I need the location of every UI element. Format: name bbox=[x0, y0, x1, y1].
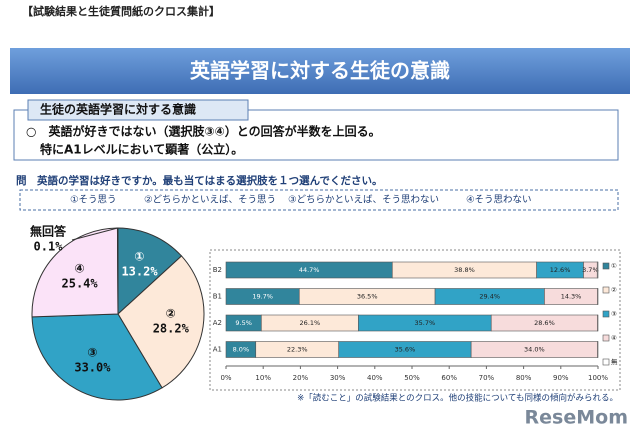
bar-segment bbox=[597, 262, 598, 278]
bar-value-label: 44.7% bbox=[299, 266, 320, 274]
section-label: 【試験結果と生徒質問紙のクロス集計】 bbox=[22, 4, 220, 18]
bar-value-label: 9.5% bbox=[235, 319, 252, 327]
legend-swatch bbox=[603, 335, 609, 341]
x-tick-label: 90% bbox=[553, 374, 569, 382]
summary-line: 特にA1レベルにおいて顕著（公立）。 bbox=[40, 142, 243, 157]
legend-label: 無 bbox=[611, 357, 618, 366]
pie-slice bbox=[117, 228, 118, 314]
pie-value-label: 0.1% bbox=[34, 240, 64, 254]
y-tick-label: A1 bbox=[213, 346, 222, 354]
legend-label: ④ bbox=[611, 334, 617, 342]
legend-label: ③ bbox=[611, 310, 617, 318]
title: 英語学習に対する生徒の意識 bbox=[190, 59, 450, 83]
bar-value-label: 8.0% bbox=[233, 346, 250, 354]
x-tick-label: 100% bbox=[588, 374, 608, 382]
pie-value-label: 28.2% bbox=[153, 321, 190, 335]
footnote: ※「読むこと」の試験結果とのクロス。他の技能についても同様の傾向がみられる。 bbox=[297, 393, 618, 404]
legend-swatch bbox=[603, 311, 609, 317]
y-tick-label: A2 bbox=[213, 319, 222, 327]
bar-value-label: 12.6% bbox=[550, 266, 571, 274]
pie-label: 無回答 bbox=[30, 224, 67, 239]
bar-value-label: 14.3% bbox=[561, 293, 582, 301]
pie-value-label: 33.0% bbox=[74, 360, 111, 374]
y-tick-label: B1 bbox=[213, 293, 222, 301]
bar-value-label: 22.3% bbox=[287, 346, 308, 354]
summary-heading: 生徒の英語学習に対する意識 bbox=[40, 102, 196, 117]
x-tick-label: 50% bbox=[404, 374, 420, 382]
bar-value-label: 36.5% bbox=[357, 293, 378, 301]
x-tick-label: 0% bbox=[220, 374, 231, 382]
pie-label: ② bbox=[166, 306, 176, 320]
pie-label: ① bbox=[134, 250, 144, 264]
pie-label: ③ bbox=[87, 345, 97, 359]
x-tick-label: 70% bbox=[479, 374, 495, 382]
y-tick-label: B2 bbox=[213, 266, 222, 274]
bar-value-label: 35.6% bbox=[395, 346, 416, 354]
bar-value-label: 35.7% bbox=[415, 319, 436, 327]
bar-value-label: 28.6% bbox=[534, 319, 555, 327]
watermark: ReseMom bbox=[525, 407, 628, 429]
legend-swatch bbox=[603, 263, 609, 269]
x-tick-label: 10% bbox=[255, 374, 271, 382]
bar-value-label: 26.1% bbox=[300, 319, 321, 327]
summary-line: ○ 英語が好きではない（選択肢③④）との回答が半数を上回る。 bbox=[26, 124, 381, 139]
bar-value-label: 38.8% bbox=[454, 266, 475, 274]
x-tick-label: 40% bbox=[367, 374, 383, 382]
bar-value-label: 3.7% bbox=[582, 266, 599, 274]
legend-label: ② bbox=[611, 286, 617, 294]
option: ②どちらかといえば、そう思う bbox=[144, 195, 276, 206]
bar-value-label: 29.4% bbox=[479, 293, 500, 301]
x-tick-label: 30% bbox=[330, 374, 346, 382]
pie-label: ④ bbox=[74, 262, 84, 276]
option: ④そう思わない bbox=[466, 195, 532, 206]
option: ①そう思う bbox=[70, 195, 117, 206]
question: 問 英語の学習は好きですか。最も当てはまる選択肢を１つ選んでください。 bbox=[16, 174, 383, 187]
legend-swatch bbox=[603, 359, 609, 365]
x-tick-label: 60% bbox=[441, 374, 457, 382]
legend-label: ① bbox=[611, 262, 617, 270]
x-tick-label: 80% bbox=[516, 374, 532, 382]
option: ③どちらかといえば、そう思わない bbox=[288, 195, 439, 206]
bar-value-label: 19.7% bbox=[252, 293, 273, 301]
bar-value-label: 34.0% bbox=[524, 346, 545, 354]
legend-swatch bbox=[603, 287, 609, 293]
x-tick-label: 20% bbox=[293, 374, 309, 382]
pie-value-label: 25.4% bbox=[62, 277, 99, 291]
pie-value-label: 13.2% bbox=[121, 265, 158, 279]
